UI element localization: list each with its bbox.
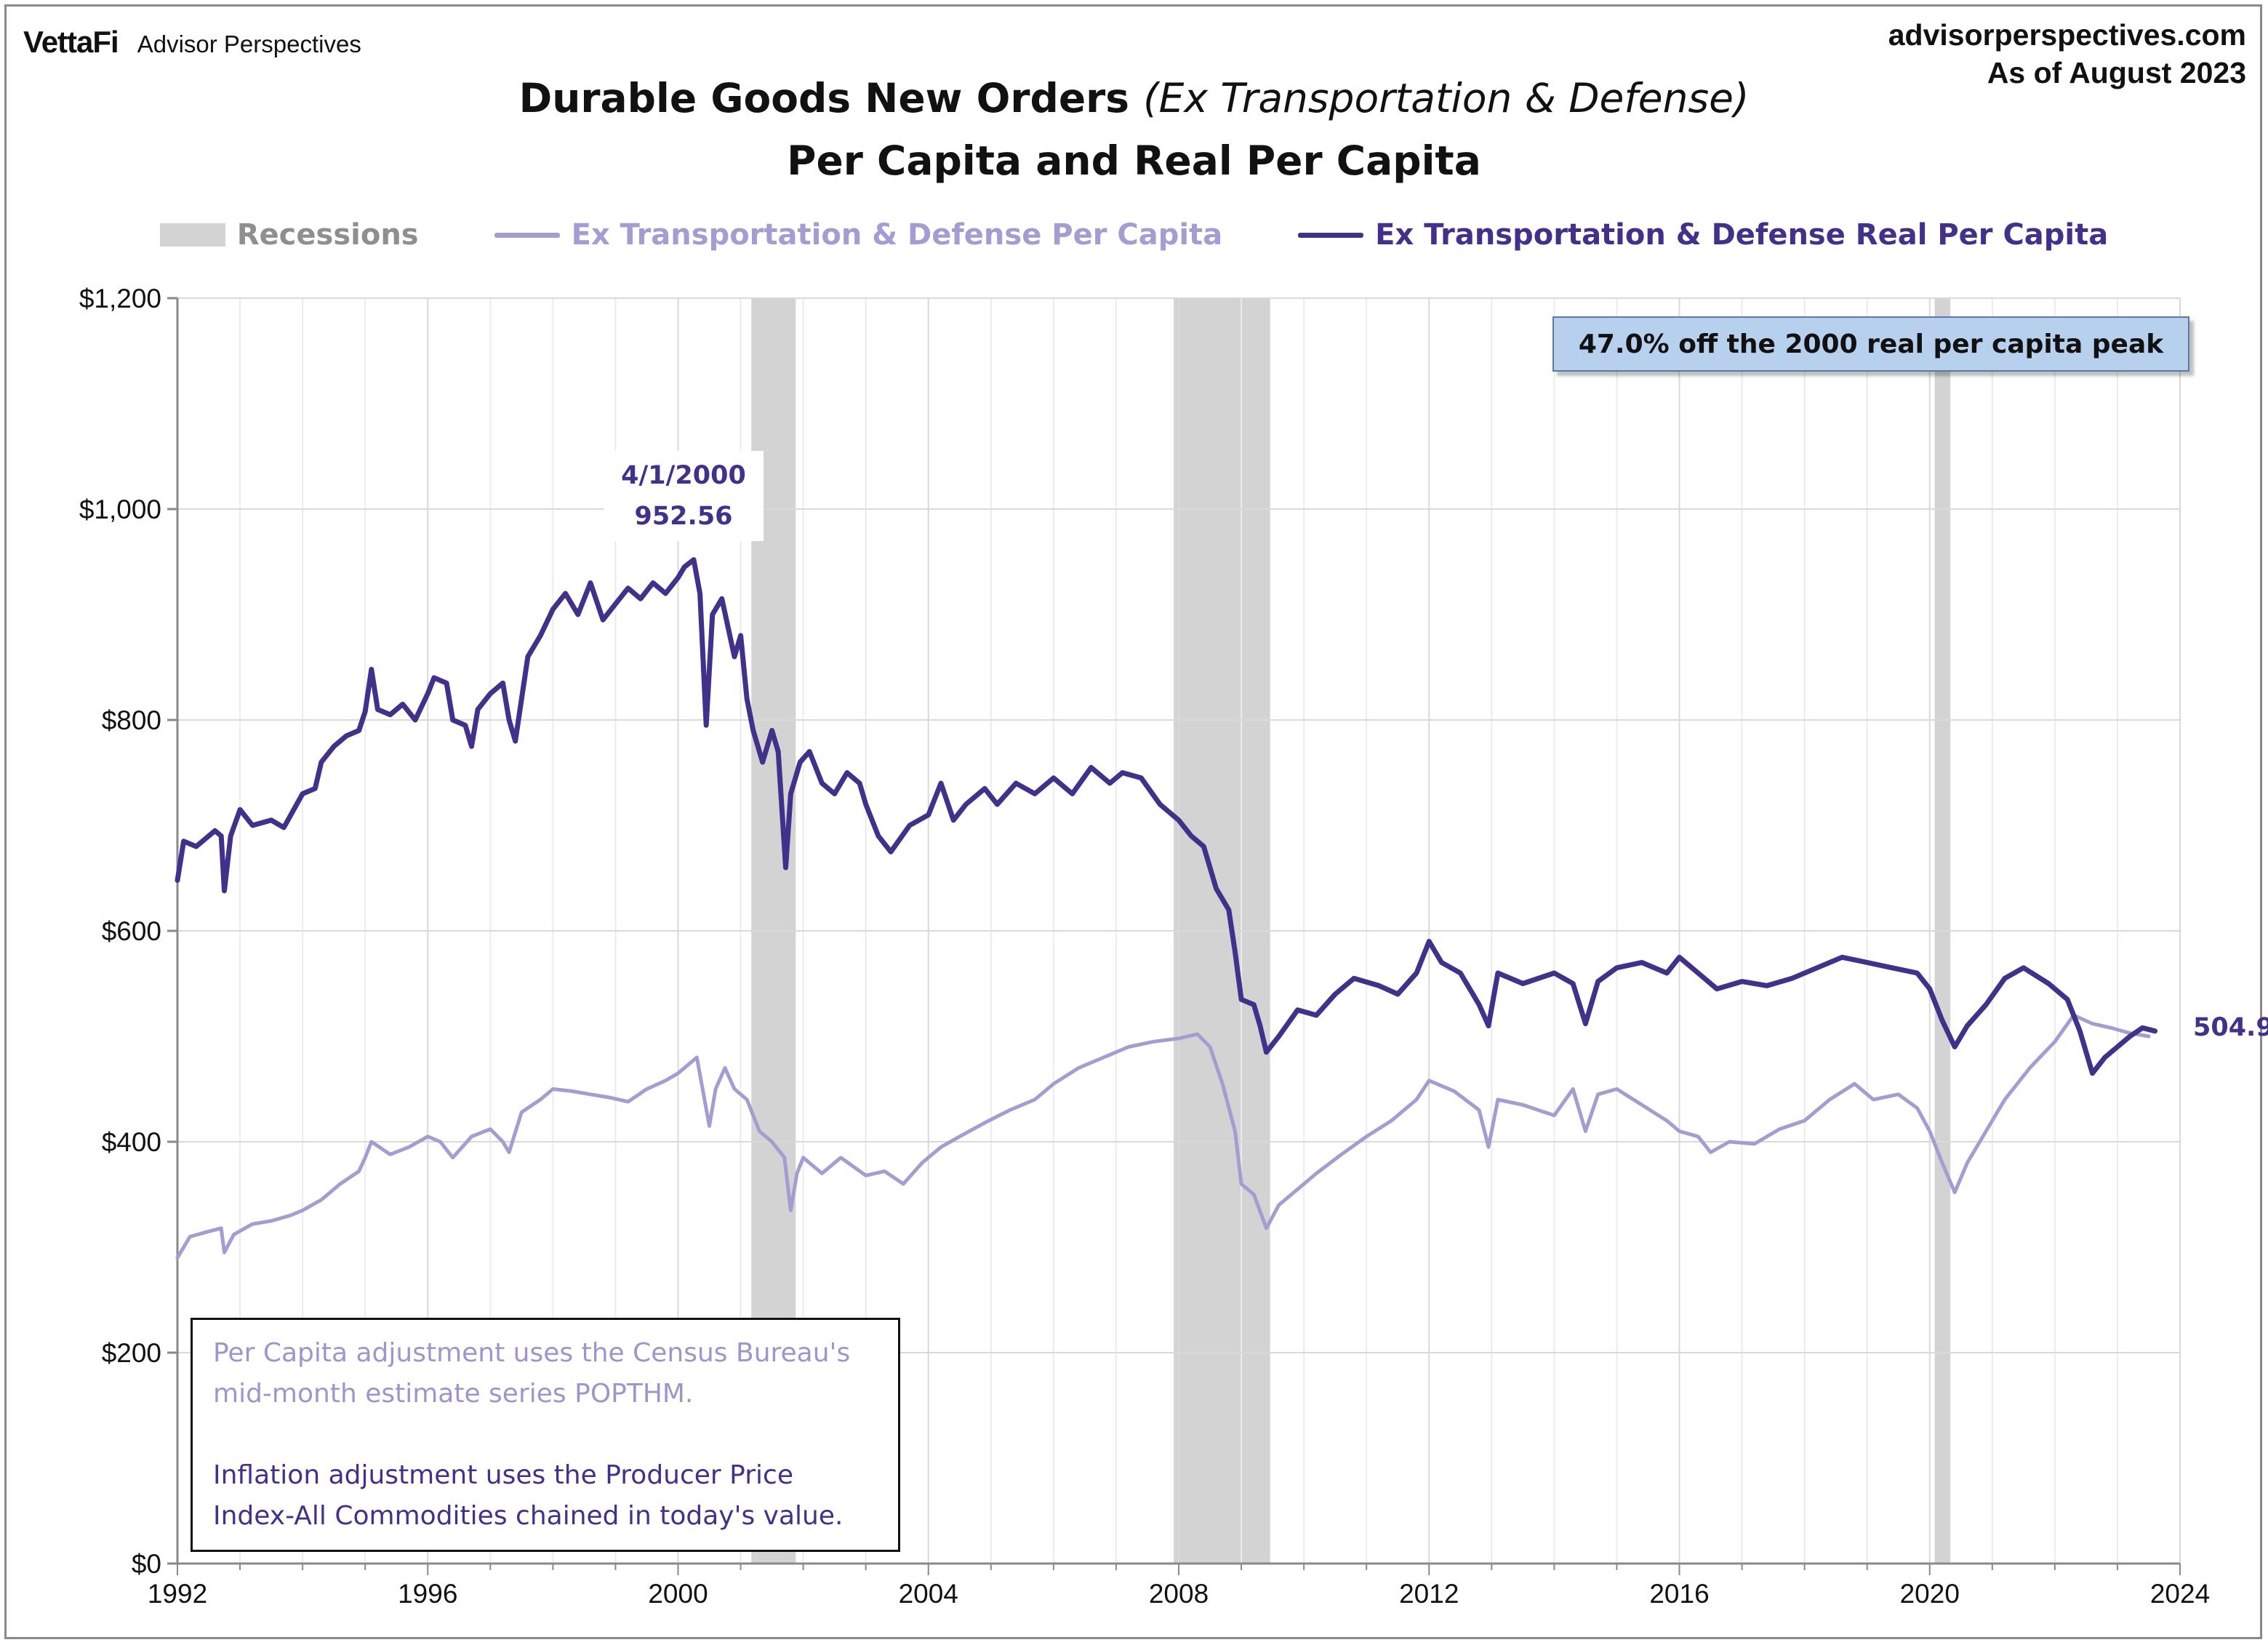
site-url: advisorperspectives.com — [1888, 18, 2246, 52]
note-per-capita-line-1: Per Capita adjustment uses the Census Bu… — [213, 1338, 851, 1368]
x-tick-label-2012: 2012 — [1399, 1579, 1459, 1609]
y-tick-label-1000: $1,000 — [79, 495, 161, 524]
chart-title: Durable Goods New Orders (Ex Transportat… — [0, 67, 2268, 192]
x-tick-label-2016: 2016 — [1649, 1579, 1709, 1609]
y-tick-label-0: $0 — [132, 1549, 161, 1579]
legend-swatch-real — [1298, 232, 1364, 238]
legend-swatch-recessions — [159, 223, 225, 247]
note-per-capita: Per Capita adjustment uses the Census Bu… — [213, 1333, 878, 1414]
legend-label-recessions: Recessions — [236, 218, 419, 252]
title-italic: (Ex Transportation & Defense) — [1143, 75, 1750, 121]
note-inflation: Inflation adjustment uses the Producer P… — [213, 1455, 878, 1537]
legend: Recessions Ex Transportation & Defense P… — [0, 218, 2268, 252]
x-tick-label-2020: 2020 — [1900, 1579, 1960, 1609]
x-tick-label-2024: 2024 — [2150, 1579, 2210, 1609]
note-inflation-line-1: Inflation adjustment uses the Producer P… — [213, 1460, 793, 1490]
source-info: advisorperspectives.com As of August 202… — [1888, 16, 2246, 92]
series-line-nominal — [175, 1013, 2151, 1260]
note-per-capita-line-2: mid-month estimate series POPTHM. — [213, 1379, 694, 1409]
y-tick-label-200: $200 — [102, 1338, 161, 1368]
legend-swatch-nominal — [494, 232, 560, 238]
legend-item-recessions: Recessions — [159, 218, 419, 252]
y-tick-label-1200: $1,200 — [79, 284, 161, 313]
legend-item-nominal: Ex Transportation & Defense Per Capita — [494, 218, 1223, 252]
peak-drawdown-callout: 47.0% off the 2000 real per capita peak — [1552, 316, 2189, 372]
x-tick-label-2008: 2008 — [1149, 1579, 1209, 1609]
y-tick-label-600: $600 — [102, 916, 161, 946]
legend-label-nominal: Ex Transportation & Defense Per Capita — [571, 218, 1223, 252]
legend-item-real: Ex Transportation & Defense Real Per Cap… — [1298, 218, 2108, 252]
note-inflation-line-2: Index-All Commodities chained in today's… — [213, 1501, 844, 1531]
brand: VettaFi Advisor Perspectives — [23, 25, 361, 60]
peak-label: 4/1/2000 952.56 — [604, 451, 764, 541]
x-tick-label-2000: 2000 — [648, 1579, 708, 1609]
brand-subtitle: Advisor Perspectives — [137, 31, 361, 57]
title-line-2: Per Capita and Real Per Capita — [787, 137, 1481, 184]
vettafi-logo: VettaFi — [23, 25, 119, 59]
peak-date: 4/1/2000 — [621, 461, 746, 490]
legend-label-real: Ex Transportation & Defense Real Per Cap… — [1375, 218, 2109, 252]
peak-value: 952.56 — [634, 502, 733, 531]
end-value-label: 504.94 — [2193, 1013, 2268, 1042]
x-tick-label-1992: 1992 — [148, 1579, 207, 1609]
y-tick-label-800: $800 — [102, 705, 161, 735]
title-line-1: Durable Goods New Orders (Ex Transportat… — [0, 67, 2268, 129]
chart-frame — [4, 4, 2262, 1639]
methodology-notes: Per Capita adjustment uses the Census Bu… — [191, 1318, 900, 1552]
y-tick-label-400: $400 — [102, 1127, 161, 1157]
x-tick-label-1996: 1996 — [398, 1579, 457, 1609]
as-of-date: As of August 2023 — [1987, 56, 2246, 89]
series-line-real — [175, 557, 2158, 1076]
title-main: Durable Goods New Orders — [518, 75, 1129, 121]
x-tick-label-2004: 2004 — [899, 1579, 958, 1609]
